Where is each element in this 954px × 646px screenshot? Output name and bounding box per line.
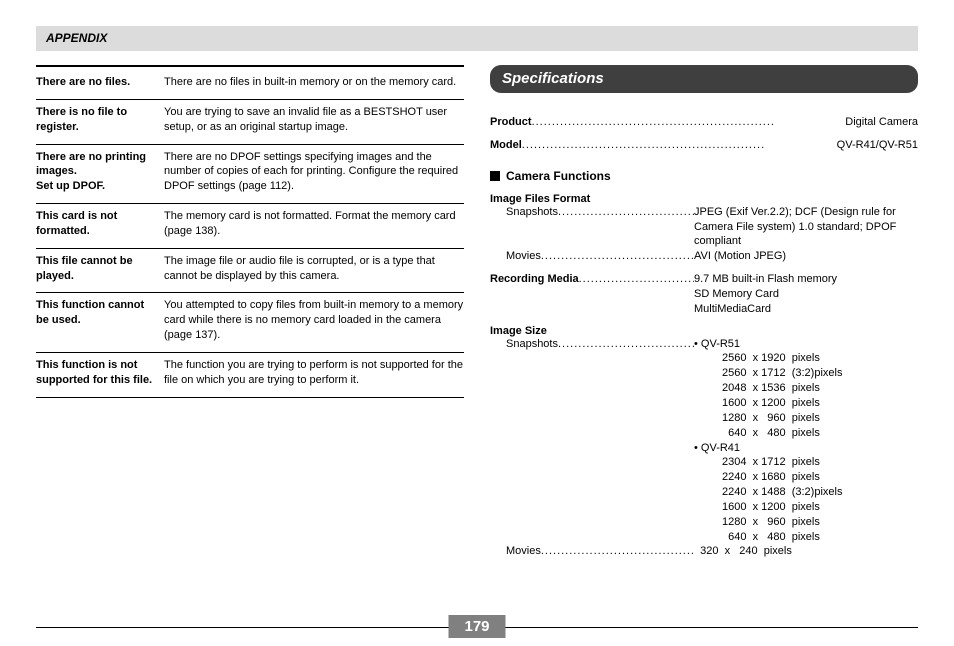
page-footer: 179 xyxy=(36,627,918,628)
imgsize-movies-label: Movies xyxy=(506,544,541,559)
error-row: This card is not formatted. The memory c… xyxy=(36,204,464,248)
iff-movies-label: Movies xyxy=(506,249,541,264)
leader-dots xyxy=(579,272,694,317)
error-row: There are no printing images. Set up DPO… xyxy=(36,145,464,204)
iff-movies-row: Movies AVI (Motion JPEG) xyxy=(490,249,918,264)
pixel-line: 1600 x 1200 pixels xyxy=(722,500,918,515)
error-val: You attempted to copy files from built-i… xyxy=(164,298,464,343)
error-key: This file cannot be played. xyxy=(36,254,164,284)
table-top-rule xyxy=(36,65,464,67)
leader-dots xyxy=(558,205,694,250)
error-val: The memory card is not formatted. Format… xyxy=(164,209,464,239)
content-columns: There are no files. There are no files i… xyxy=(36,65,918,559)
pixel-line: 2240 x 1488 (3:2)pixels xyxy=(722,485,918,500)
camera-functions-label: Camera Functions xyxy=(506,169,611,183)
error-key: There are no files. xyxy=(36,75,164,90)
appendix-header: APPENDIX xyxy=(36,26,918,51)
model-line: Model QV-R41/QV-R51 xyxy=(490,138,918,153)
iff-snapshots-value: JPEG (Exif Ver.2.2); DCF (Design rule fo… xyxy=(694,205,918,250)
imgsize-movies-row: Movies 320 x 240 pixels xyxy=(490,544,918,559)
pixel-line: 1280 x 960 pixels xyxy=(722,411,918,426)
error-key: This function cannot be used. xyxy=(36,298,164,343)
specifications-column: Specifications Product Digital Camera Mo… xyxy=(490,65,918,559)
pixel-line: 1600 x 1200 pixels xyxy=(722,396,918,411)
error-key: This function is not supported for this … xyxy=(36,358,164,388)
recording-media-value: 9.7 MB built-in Flash memory SD Memory C… xyxy=(694,272,918,317)
error-val: There are no files in built-in memory or… xyxy=(164,75,464,90)
error-val: There are no DPOF settings specifying im… xyxy=(164,150,464,195)
error-row: There is no file to register. You are tr… xyxy=(36,100,464,144)
imgsize-movies-value: 320 x 240 pixels xyxy=(694,544,918,559)
imgsize-snapshots-row: Snapshots • QV-R51 xyxy=(490,337,918,352)
error-key: There is no file to register. xyxy=(36,105,164,135)
error-val: The image file or audio file is corrupte… xyxy=(164,254,464,284)
pixel-line: 1280 x 960 pixels xyxy=(722,515,918,530)
imgsize-snapshots-label: Snapshots xyxy=(506,337,558,352)
error-val: The function you are trying to perform i… xyxy=(164,358,464,388)
error-messages-column: There are no files. There are no files i… xyxy=(36,65,464,559)
recording-media-label: Recording Media xyxy=(490,272,579,317)
specifications-heading: Specifications xyxy=(490,65,918,93)
error-row: This function cannot be used. You attemp… xyxy=(36,293,464,352)
leader-dots xyxy=(541,544,694,559)
model-value: QV-R41/QV-R51 xyxy=(837,138,918,153)
r51-pixel-list: 2560 x 1920 pixels 2560 x 1712 (3:2)pixe… xyxy=(490,351,918,440)
leader-dots xyxy=(558,337,694,352)
pixel-line: 2560 x 1712 (3:2)pixels xyxy=(722,366,918,381)
iff-snapshots-row: Snapshots JPEG (Exif Ver.2.2); DCF (Desi… xyxy=(490,205,918,250)
image-files-format-heading: Image Files Format xyxy=(490,193,918,205)
product-line: Product Digital Camera xyxy=(490,115,918,130)
imgsize-r41-label: • QV-R41 xyxy=(694,441,918,456)
error-row: There are no files. There are no files i… xyxy=(36,70,464,99)
product-label: Product xyxy=(490,115,532,130)
error-key: This card is not formatted. xyxy=(36,209,164,239)
pixel-line: 2560 x 1920 pixels xyxy=(722,351,918,366)
iff-snapshots-label: Snapshots xyxy=(506,205,558,250)
camera-functions-heading: Camera Functions xyxy=(490,169,918,183)
error-val: You are trying to save an invalid file a… xyxy=(164,105,464,135)
recording-media-row: Recording Media 9.7 MB built-in Flash me… xyxy=(490,272,918,317)
row-divider xyxy=(36,397,464,398)
leader-dots xyxy=(541,249,694,264)
imgsize-r51-label: • QV-R51 xyxy=(694,337,918,352)
pixel-line: 640 x 480 pixels xyxy=(722,530,918,545)
pixel-line: 2240 x 1680 pixels xyxy=(722,470,918,485)
leader-dots xyxy=(522,138,837,153)
image-size-heading: Image Size xyxy=(490,325,918,337)
error-key: There are no printing images. Set up DPO… xyxy=(36,150,164,195)
product-value: Digital Camera xyxy=(845,115,918,130)
pixel-line: 2304 x 1712 pixels xyxy=(722,455,918,470)
pixel-line: 2048 x 1536 pixels xyxy=(722,381,918,396)
leader-dots xyxy=(532,115,846,130)
pixel-line: 640 x 480 pixels xyxy=(722,426,918,441)
model-label: Model xyxy=(490,138,522,153)
error-row: This function is not supported for this … xyxy=(36,353,464,397)
r41-label-line: • QV-R41 xyxy=(490,441,918,456)
page-number: 179 xyxy=(448,615,505,638)
error-row: This file cannot be played. The image fi… xyxy=(36,249,464,293)
iff-movies-value: AVI (Motion JPEG) xyxy=(694,249,918,264)
r41-pixel-list: 2304 x 1712 pixels 2240 x 1680 pixels 22… xyxy=(490,455,918,544)
square-bullet-icon xyxy=(490,171,500,181)
